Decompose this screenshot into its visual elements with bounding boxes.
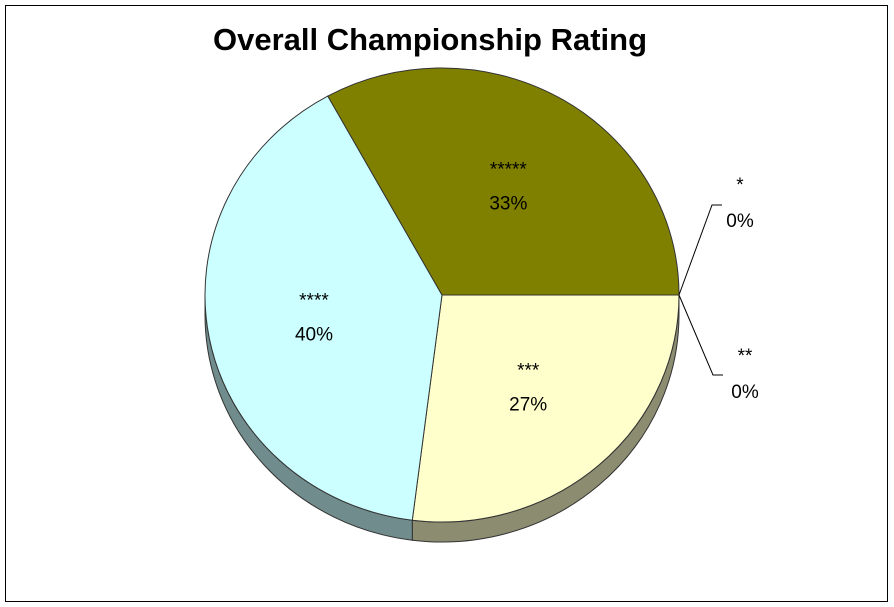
slice-category-label: *** [517, 361, 540, 382]
slice-category-label: **** [299, 290, 329, 311]
slice-value-label: 0% [731, 382, 759, 403]
leader-line [678, 204, 722, 296]
pie-labels: * 0% ** 0% *** 27% **** 40% ***** 33% [295, 160, 759, 416]
pie-slice [204, 95, 443, 521]
slice-value-label: 40% [295, 324, 333, 345]
slice-category-label: ***** [490, 160, 528, 181]
pie-slice [327, 67, 680, 296]
slice-value-label: 33% [489, 194, 527, 215]
slice-category-label: * [736, 175, 744, 196]
leader-line [678, 294, 723, 376]
chart-title: Overall Championship Rating [213, 22, 647, 57]
pie-slice [411, 294, 680, 523]
slice-value-label: 0% [726, 211, 754, 232]
pie-tops [204, 67, 680, 523]
slice-category-label: ** [738, 346, 753, 367]
slice-value-label: 27% [509, 395, 547, 416]
